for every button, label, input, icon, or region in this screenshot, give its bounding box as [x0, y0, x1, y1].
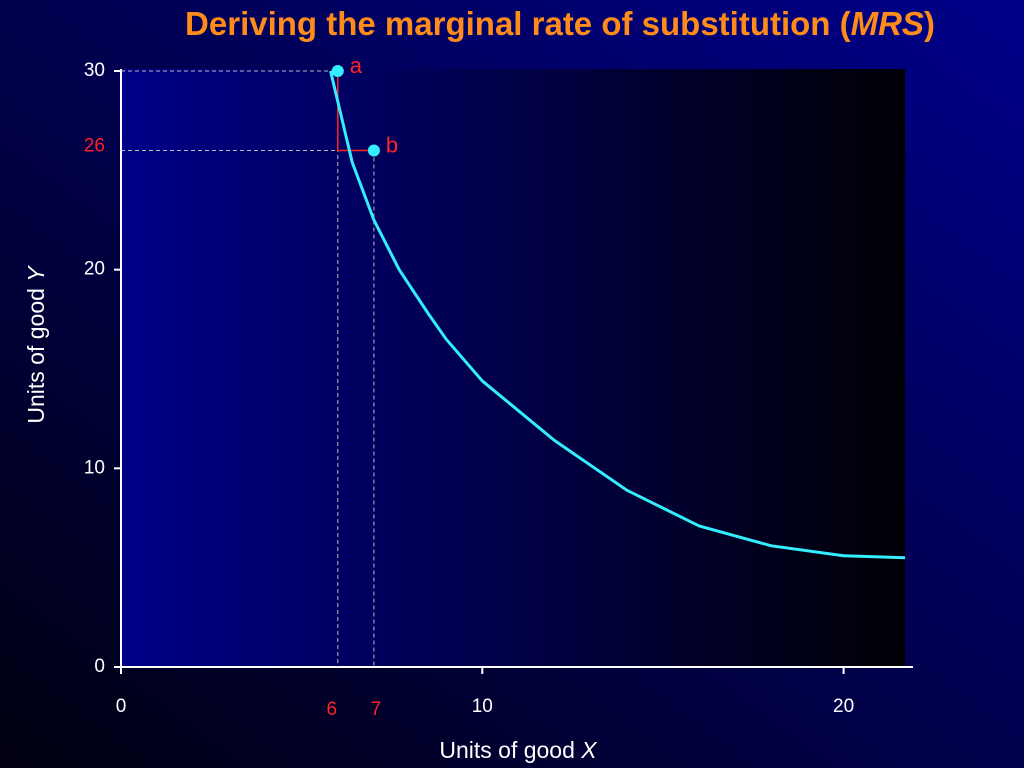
point	[331, 65, 344, 77]
point-label: b	[386, 132, 398, 157]
x-tick-label: 20	[833, 696, 854, 717]
y-tick-label: 10	[84, 457, 105, 478]
indifference-curve	[329, 70, 906, 560]
chart-title: Deriving the marginal rate of substituti…	[185, 5, 935, 42]
title-text: )	[924, 5, 935, 42]
x-value-label: 7	[371, 699, 382, 720]
x-tick-label: 10	[472, 696, 493, 717]
label-emphasis: Y	[23, 265, 49, 282]
y-tick-label: 30	[84, 60, 105, 81]
label-text: Units of good	[23, 282, 49, 424]
title-emphasis: MRS	[851, 5, 924, 42]
label-emphasis: X	[580, 737, 598, 763]
x-tick-label: 0	[116, 696, 127, 717]
y-tick-label: 0	[94, 656, 105, 677]
y-tick-label: 20	[84, 259, 105, 280]
y-value-label: 26	[84, 135, 105, 156]
point-label: a	[350, 53, 363, 78]
label-text: Units of good	[439, 737, 581, 763]
x-value-label: 6	[326, 699, 337, 720]
y-axis-label: Units of good Y	[23, 265, 49, 424]
x-axis-label: Units of good X	[439, 737, 598, 763]
title-text: Deriving the marginal rate of substituti…	[185, 5, 851, 42]
plot-area	[121, 69, 905, 667]
point	[367, 144, 380, 157]
